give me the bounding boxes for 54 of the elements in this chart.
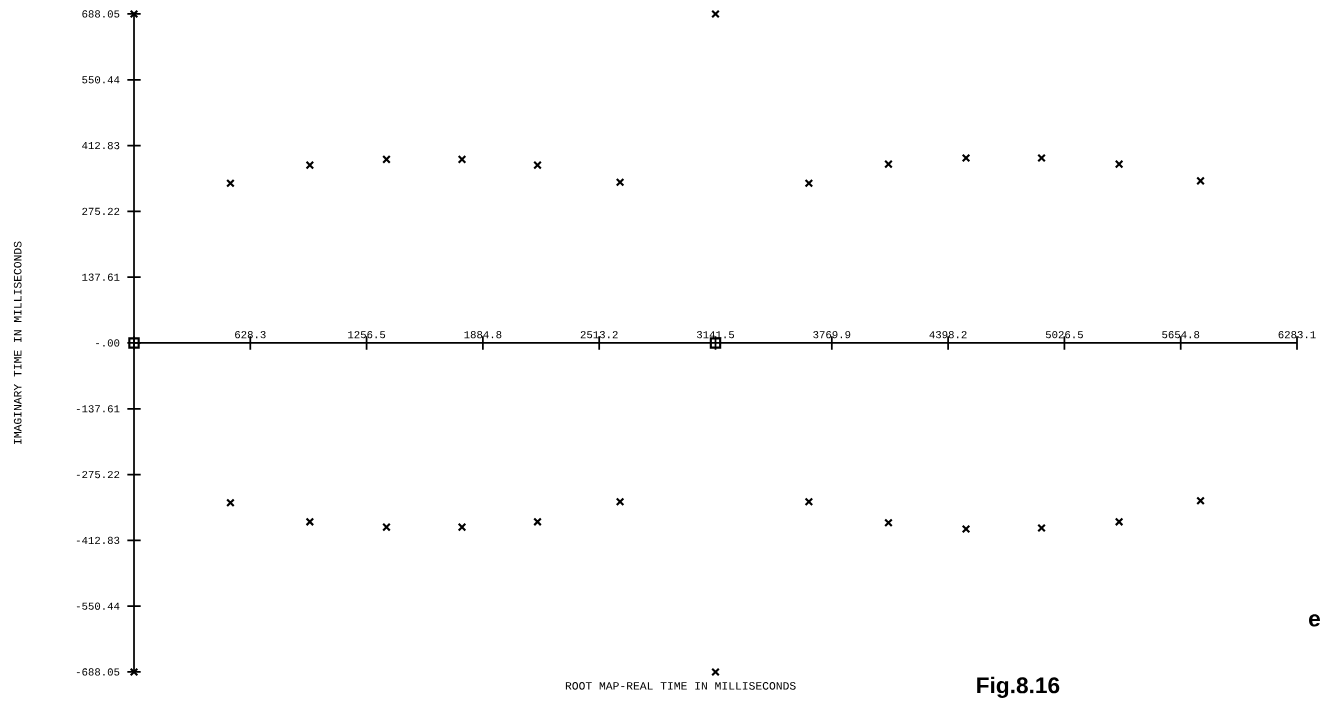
point — [533, 517, 542, 527]
point — [129, 667, 139, 677]
x-tick-label: 6283.1 — [1278, 331, 1316, 339]
y-tick-label: -275.22 — [76, 470, 120, 479]
point — [226, 178, 235, 188]
y-tick-label: 412.83 — [82, 141, 120, 150]
point — [1037, 153, 1046, 163]
point — [305, 517, 315, 527]
point — [711, 9, 720, 19]
y-tick-label: -550.44 — [76, 602, 120, 610]
y-tick-label: 137.61 — [82, 273, 120, 281]
x-tick-label: 3141.5 — [696, 331, 735, 339]
point — [615, 497, 625, 507]
point — [711, 667, 720, 677]
point — [1196, 496, 1205, 506]
y-tick-label: -412.83 — [76, 536, 120, 545]
y-axis-title: IMAGINARY TIME IN MILLISECONDS — [13, 241, 22, 444]
point — [804, 497, 814, 507]
y-tick-label: 550.44 — [82, 76, 120, 84]
x-axis-title: ROOT MAP-REAL TIME IN MILLISECONDS — [565, 682, 796, 690]
x-tick-label: 1256.5 — [348, 331, 386, 339]
y-tick-label: -688.05 — [76, 668, 120, 676]
point — [615, 177, 625, 187]
x-tick-label: 3769.9 — [813, 331, 851, 339]
point — [884, 518, 893, 528]
point — [961, 524, 971, 534]
point — [1114, 159, 1124, 169]
x-tick-label: 5026.5 — [1045, 331, 1083, 339]
x-tick-label: 1884.8 — [464, 331, 502, 339]
point — [382, 522, 391, 532]
point — [884, 159, 893, 169]
point — [1196, 176, 1205, 186]
point — [305, 160, 315, 170]
y-tick-label: -137.61 — [76, 405, 120, 413]
x-tick-label: 4398.2 — [929, 331, 967, 339]
point — [533, 160, 542, 170]
y-tick-label: -.00 — [96, 339, 120, 347]
point — [961, 153, 971, 163]
point — [126, 335, 142, 351]
y-tick-label: 688.05 — [82, 10, 120, 18]
x-tick-label: 628.3 — [235, 331, 266, 339]
point — [1037, 523, 1046, 533]
caption: Fig.8.16 — [977, 676, 1060, 698]
point — [129, 9, 139, 19]
point — [382, 155, 391, 164]
x-tick-label: 5654.8 — [1162, 331, 1200, 339]
point — [1114, 517, 1124, 527]
point — [226, 498, 235, 508]
text: e — [1309, 614, 1320, 627]
x-tick-label: 2513.2 — [580, 331, 618, 339]
point — [457, 155, 467, 164]
point — [457, 522, 467, 532]
y-tick-label: 275.22 — [82, 207, 120, 215]
point — [804, 178, 814, 188]
